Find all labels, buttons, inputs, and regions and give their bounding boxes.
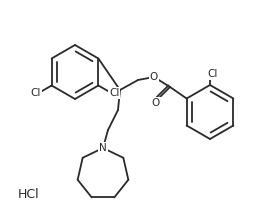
Text: Cl: Cl bbox=[208, 69, 218, 79]
Text: N: N bbox=[99, 143, 107, 153]
Text: HCl: HCl bbox=[18, 189, 40, 202]
Text: N: N bbox=[99, 143, 107, 153]
Text: Cl: Cl bbox=[109, 88, 120, 98]
Text: O: O bbox=[150, 72, 158, 82]
Text: Cl: Cl bbox=[31, 88, 41, 98]
Text: O: O bbox=[152, 98, 160, 108]
